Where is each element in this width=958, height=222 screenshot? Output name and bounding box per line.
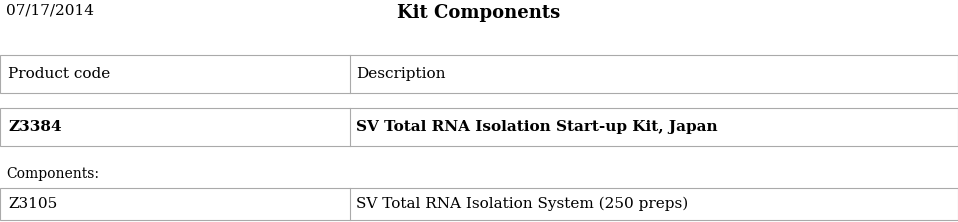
- Text: Kit Components: Kit Components: [398, 4, 560, 22]
- Bar: [0, 188, 958, 220]
- Text: SV Total RNA Isolation System (250 preps): SV Total RNA Isolation System (250 preps…: [355, 197, 688, 211]
- Text: Components:: Components:: [6, 167, 99, 181]
- Bar: [0, 55, 958, 93]
- Text: Product code: Product code: [8, 67, 110, 81]
- Text: 07/17/2014: 07/17/2014: [6, 4, 94, 18]
- Text: SV Total RNA Isolation Start-up Kit, Japan: SV Total RNA Isolation Start-up Kit, Jap…: [355, 120, 718, 134]
- Text: Z3384: Z3384: [8, 120, 61, 134]
- Text: Z3105: Z3105: [8, 197, 57, 211]
- Text: Description: Description: [355, 67, 445, 81]
- Bar: [0, 108, 958, 146]
